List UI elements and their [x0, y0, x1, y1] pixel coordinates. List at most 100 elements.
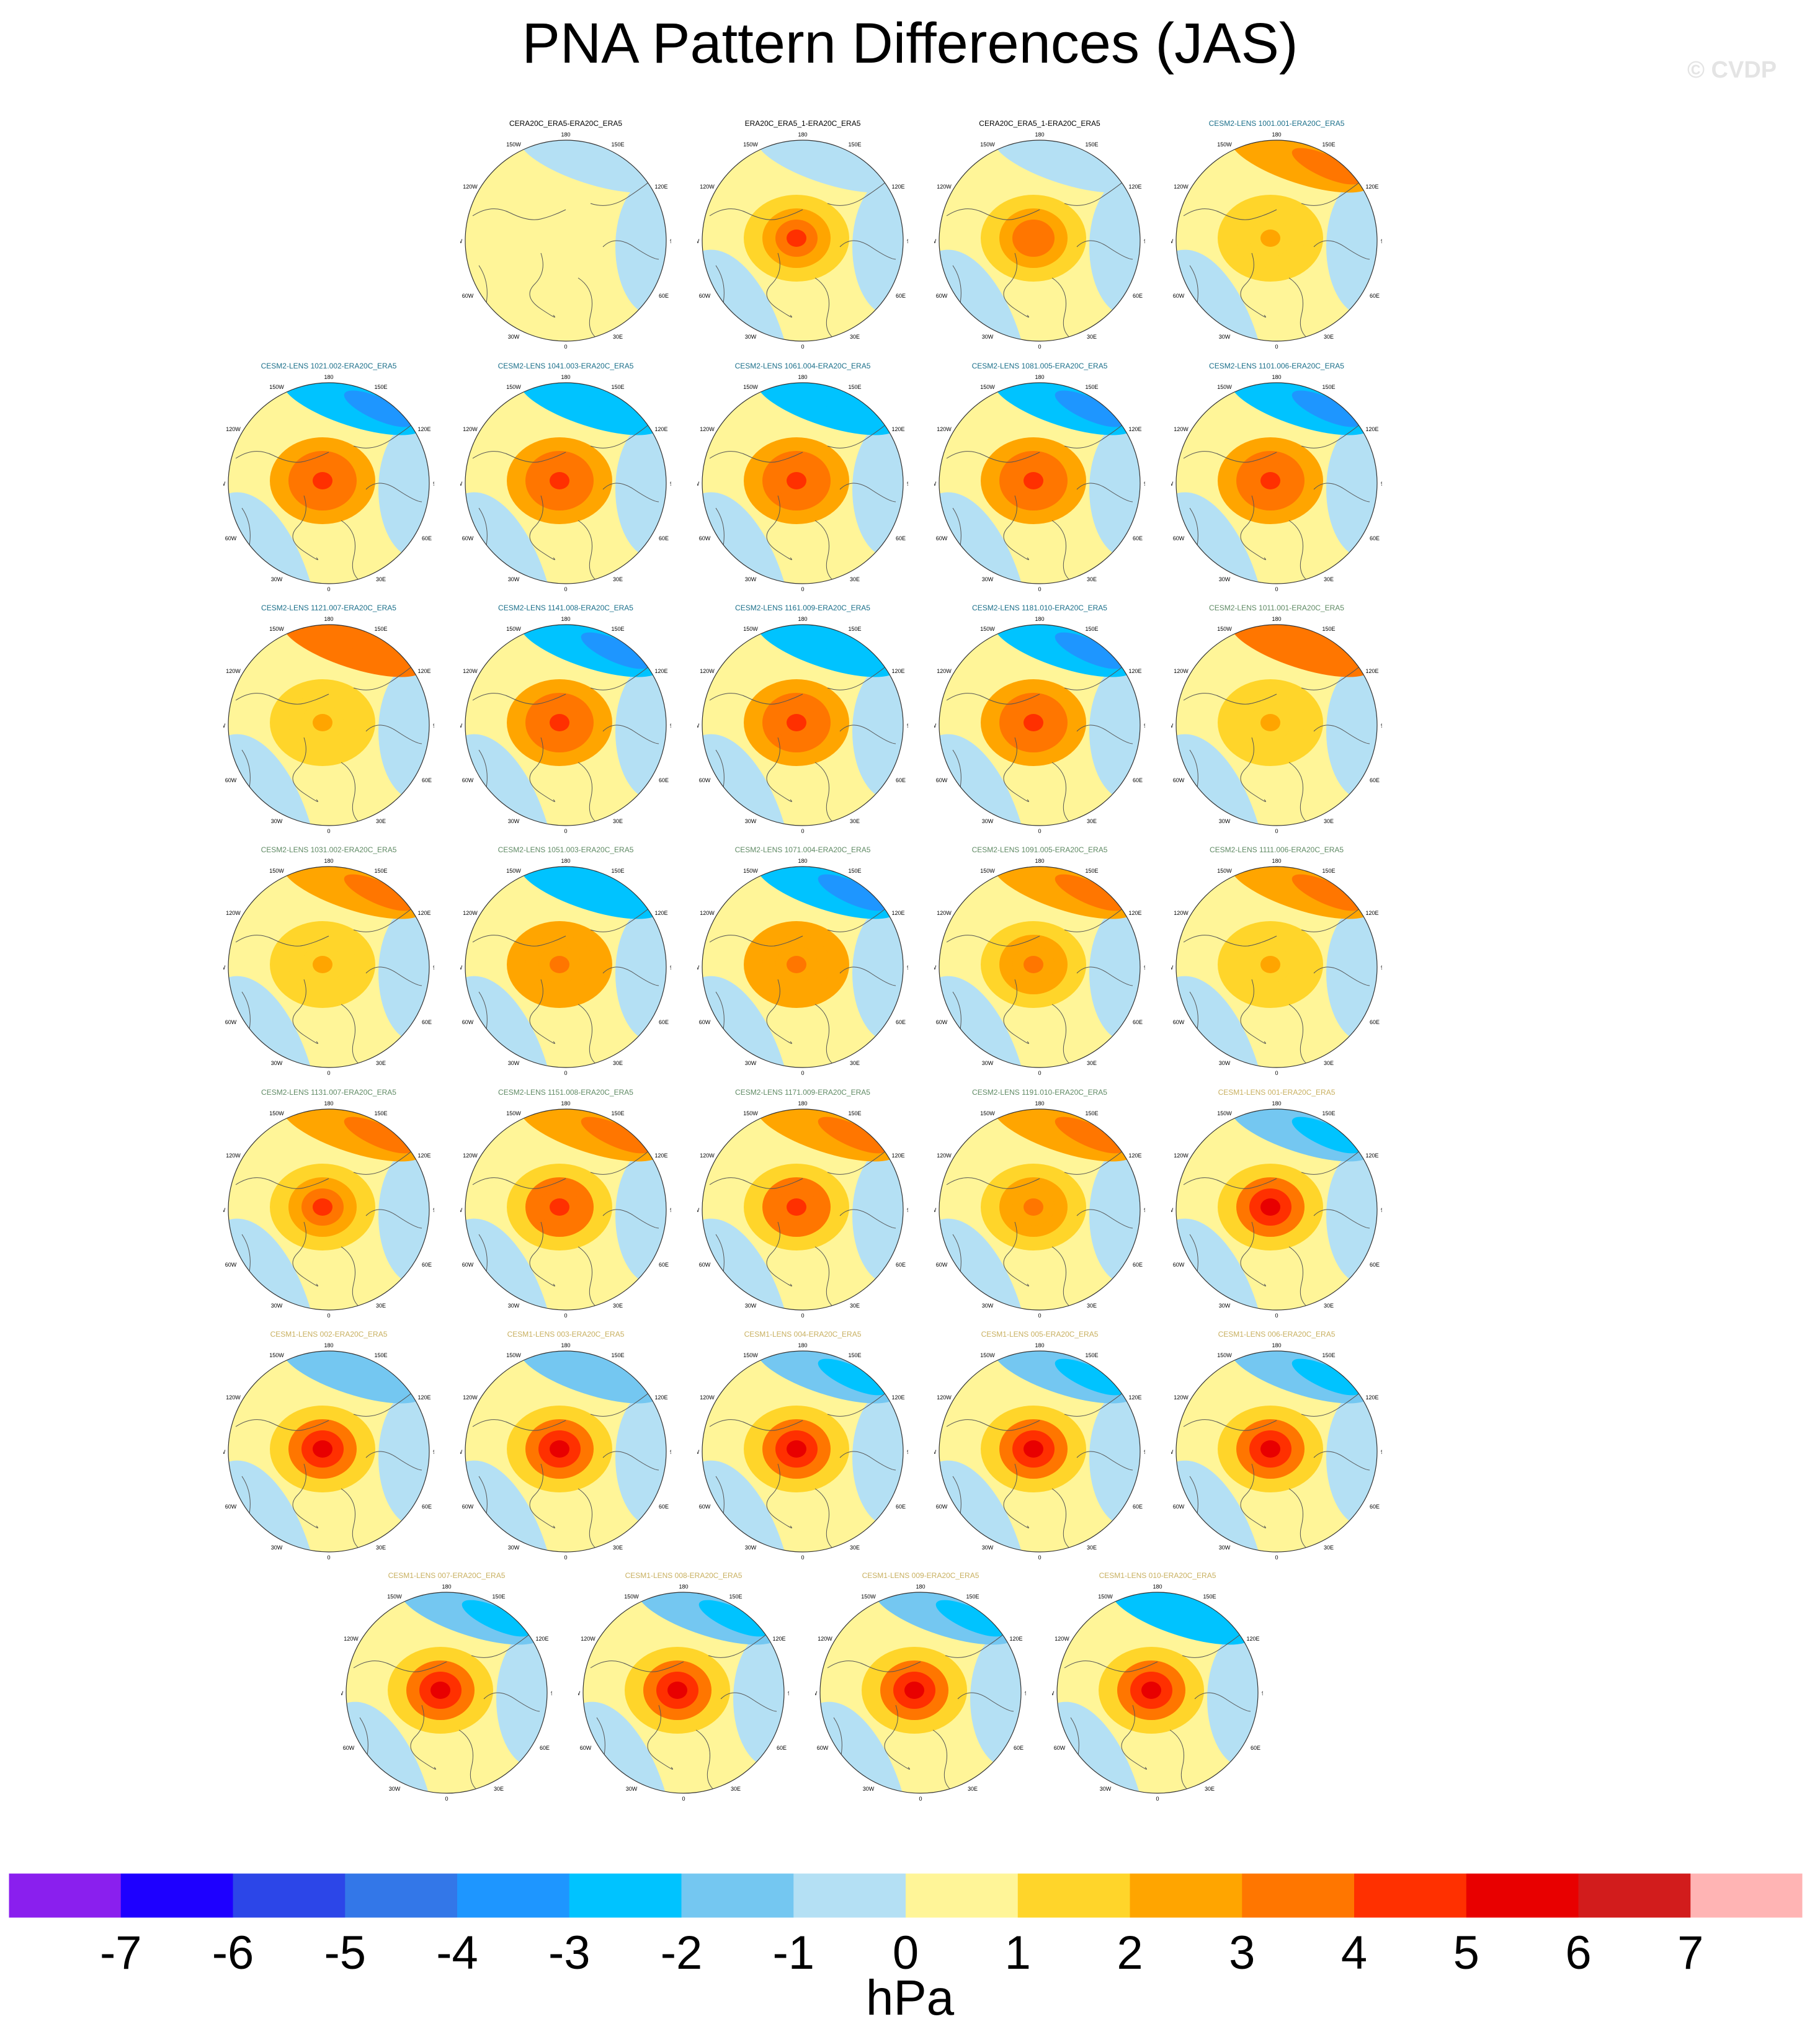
longitude-label: 60W: [817, 1745, 829, 1751]
longitude-label: 90W: [460, 1449, 463, 1455]
longitude-label: 180: [561, 858, 570, 864]
longitude-label: 150E: [1085, 141, 1098, 148]
longitude-label: 60E: [896, 293, 906, 299]
longitude-label: 60E: [896, 1019, 906, 1025]
map-panel: CESM2-LENS 1081.005-ERA20C_ERA5 180 0 90W 90…: [934, 362, 1145, 591]
longitude-label: 60E: [659, 1262, 669, 1268]
longitude-label: 30W: [982, 1060, 994, 1066]
polar-map: 180 0 90W 90E 150W 120W 150E 120E 60W 30W 60E 30E: [223, 1342, 434, 1559]
map-panel: CESM2-LENS 1131.007-ERA20C_ERA5 180 0 90W 90…: [223, 1088, 434, 1317]
longitude-label: 120E: [1128, 668, 1141, 674]
panel-title: CESM2-LENS 1131.007-ERA20C_ERA5: [261, 1088, 396, 1097]
longitude-label: 90W: [1171, 1207, 1174, 1213]
longitude-label: 90E: [1144, 965, 1145, 971]
polar-map: 180 0 90W 90E 150W 120W 150E 120E 60W 30W 60E 30E: [934, 131, 1145, 349]
longitude-label: 120W: [937, 1152, 952, 1159]
map-panel: CESM2-LENS 1161.009-ERA20C_ERA5 180 0 90W 90…: [697, 604, 908, 833]
longitude-label: 90W: [934, 1207, 937, 1213]
longitude-label: 150E: [729, 1593, 742, 1600]
longitude-label: 150W: [624, 1593, 639, 1600]
longitude-label: 120W: [1174, 668, 1189, 674]
longitude-label: 180: [1035, 131, 1044, 138]
longitude-label: 0: [564, 1313, 567, 1317]
polar-map: 180 0 90W 90E 150W 120W 150E 120E 60W 30W 60E 30E: [815, 1584, 1026, 1801]
longitude-label: 90E: [433, 1449, 434, 1455]
longitude-label: 60E: [1133, 293, 1143, 299]
longitude-label: 30E: [1324, 576, 1334, 582]
longitude-label: 60E: [659, 1504, 669, 1510]
longitude-label: 90E: [1144, 1449, 1145, 1455]
longitude-label: 60W: [936, 1019, 948, 1025]
longitude-label: 60E: [1370, 293, 1380, 299]
longitude-label: 90W: [934, 723, 937, 729]
longitude-label: 120E: [1365, 184, 1378, 190]
longitude-label: 90W: [460, 238, 463, 244]
colorbar-box: [120, 1873, 233, 1918]
map-panel: CESM1-LENS 008-ERA20C_ERA5 180 0 90W 90E 150W…: [578, 1571, 789, 1801]
map-panel: CESM1-LENS 006-ERA20C_ERA5 180 0 90W 90E 150W…: [1171, 1330, 1382, 1559]
longitude-label: 120W: [463, 1152, 478, 1159]
longitude-label: 30E: [613, 1303, 623, 1309]
polar-map: 180 0 90W 90E 150W 120W 150E 120E 60W 30W 60E 30E: [1171, 1342, 1382, 1559]
longitude-label: 90E: [1381, 481, 1382, 487]
watermark: © CVDP: [1687, 57, 1777, 83]
longitude-label: 30W: [1219, 1544, 1231, 1551]
longitude-label: 0: [801, 1554, 804, 1559]
longitude-label: 60W: [936, 1262, 948, 1268]
polar-map: 180 0 90W 90E 150W 120W 150E 120E 60W 30W 60E 30E: [934, 858, 1145, 1075]
longitude-label: 0: [1275, 1070, 1278, 1075]
longitude-label: 90W: [578, 1690, 581, 1696]
longitude-label: 180: [324, 858, 333, 864]
longitude-label: 150E: [848, 1352, 861, 1358]
longitude-label: 120W: [463, 1394, 478, 1401]
longitude-label: 60E: [1370, 1019, 1380, 1025]
map-panel: ERA20C_ERA5_1-ERA20C_ERA5180090W90E150W1…: [697, 119, 908, 349]
longitude-label: 120E: [1365, 426, 1378, 432]
colorbar-tick-label: -6: [212, 1927, 254, 1979]
longitude-label: 90W: [697, 1449, 700, 1455]
map-panel: CESM2-LENS 1121.007-ERA20C_ERA5 180 0 90W 90…: [223, 604, 434, 833]
colorbar-tick-label: 7: [1677, 1927, 1704, 1979]
longitude-label: 60W: [1173, 777, 1185, 783]
longitude-label: 150W: [269, 1110, 284, 1117]
colorbar-tick-label: 6: [1565, 1927, 1592, 1979]
longitude-label: 180: [561, 374, 570, 380]
map-panel: CESM1-LENS 002-ERA20C_ERA5 180 0 90W 90E 150W…: [223, 1330, 434, 1559]
longitude-label: 90W: [934, 1449, 937, 1455]
longitude-label: 30E: [1087, 818, 1097, 824]
longitude-label: 120W: [1055, 1636, 1069, 1642]
longitude-label: 0: [1038, 1554, 1041, 1559]
map-panel: CESM1-LENS 009-ERA20C_ERA5 180 0 90W 90E 150W…: [815, 1571, 1026, 1801]
map-panel: CESM1-LENS 005-ERA20C_ERA5 180 0 90W 90E 150W…: [934, 1330, 1145, 1559]
longitude-label: 0: [801, 1070, 804, 1075]
longitude-label: 180: [916, 1584, 925, 1590]
longitude-label: 120W: [700, 1394, 715, 1401]
polar-map: 180 0 90W 90E 150W 120W 150E 120E 60W 30W 60E 30E: [697, 374, 908, 591]
longitude-label: 60E: [422, 535, 432, 542]
longitude-label: 0: [1275, 586, 1278, 591]
longitude-label: 180: [442, 1584, 451, 1590]
longitude-label: 150E: [374, 1352, 387, 1358]
polar-map: 180 0 90W 90E 150W 120W 150E 120E 60W 30W 60E 30E: [460, 374, 671, 591]
longitude-label: 150E: [1085, 1352, 1098, 1358]
longitude-label: 150W: [506, 141, 521, 148]
longitude-label: 150W: [387, 1593, 402, 1600]
longitude-label: 150E: [611, 1352, 624, 1358]
longitude-label: 90W: [223, 723, 226, 729]
longitude-label: 60E: [422, 1019, 432, 1025]
longitude-label: 30W: [745, 576, 757, 582]
longitude-label: 30W: [1219, 1303, 1231, 1309]
longitude-label: 180: [1035, 858, 1044, 864]
longitude-label: 120E: [1128, 1152, 1141, 1159]
panel-title: CESM2-LENS 1011.001-ERA20C_ERA5: [1209, 604, 1344, 612]
longitude-label: 150W: [506, 868, 521, 874]
map-panel: CESM1-LENS 004-ERA20C_ERA5 180 0 90W 90E 150W…: [697, 1330, 908, 1559]
polar-map: 180 0 90W 90E 150W 120W 150E 120E 60W 30W 60E 30E: [460, 616, 671, 833]
longitude-label: 180: [324, 374, 333, 380]
colorbar-box: [233, 1873, 346, 1918]
longitude-label: 60W: [225, 535, 237, 542]
longitude-label: 90W: [460, 1207, 463, 1213]
map-panel: CESM1-LENS 001-ERA20C_ERA5 180 0 90W 90E 150W…: [1171, 1088, 1382, 1317]
longitude-label: 60E: [1133, 1262, 1143, 1268]
longitude-label: 180: [1272, 616, 1281, 622]
